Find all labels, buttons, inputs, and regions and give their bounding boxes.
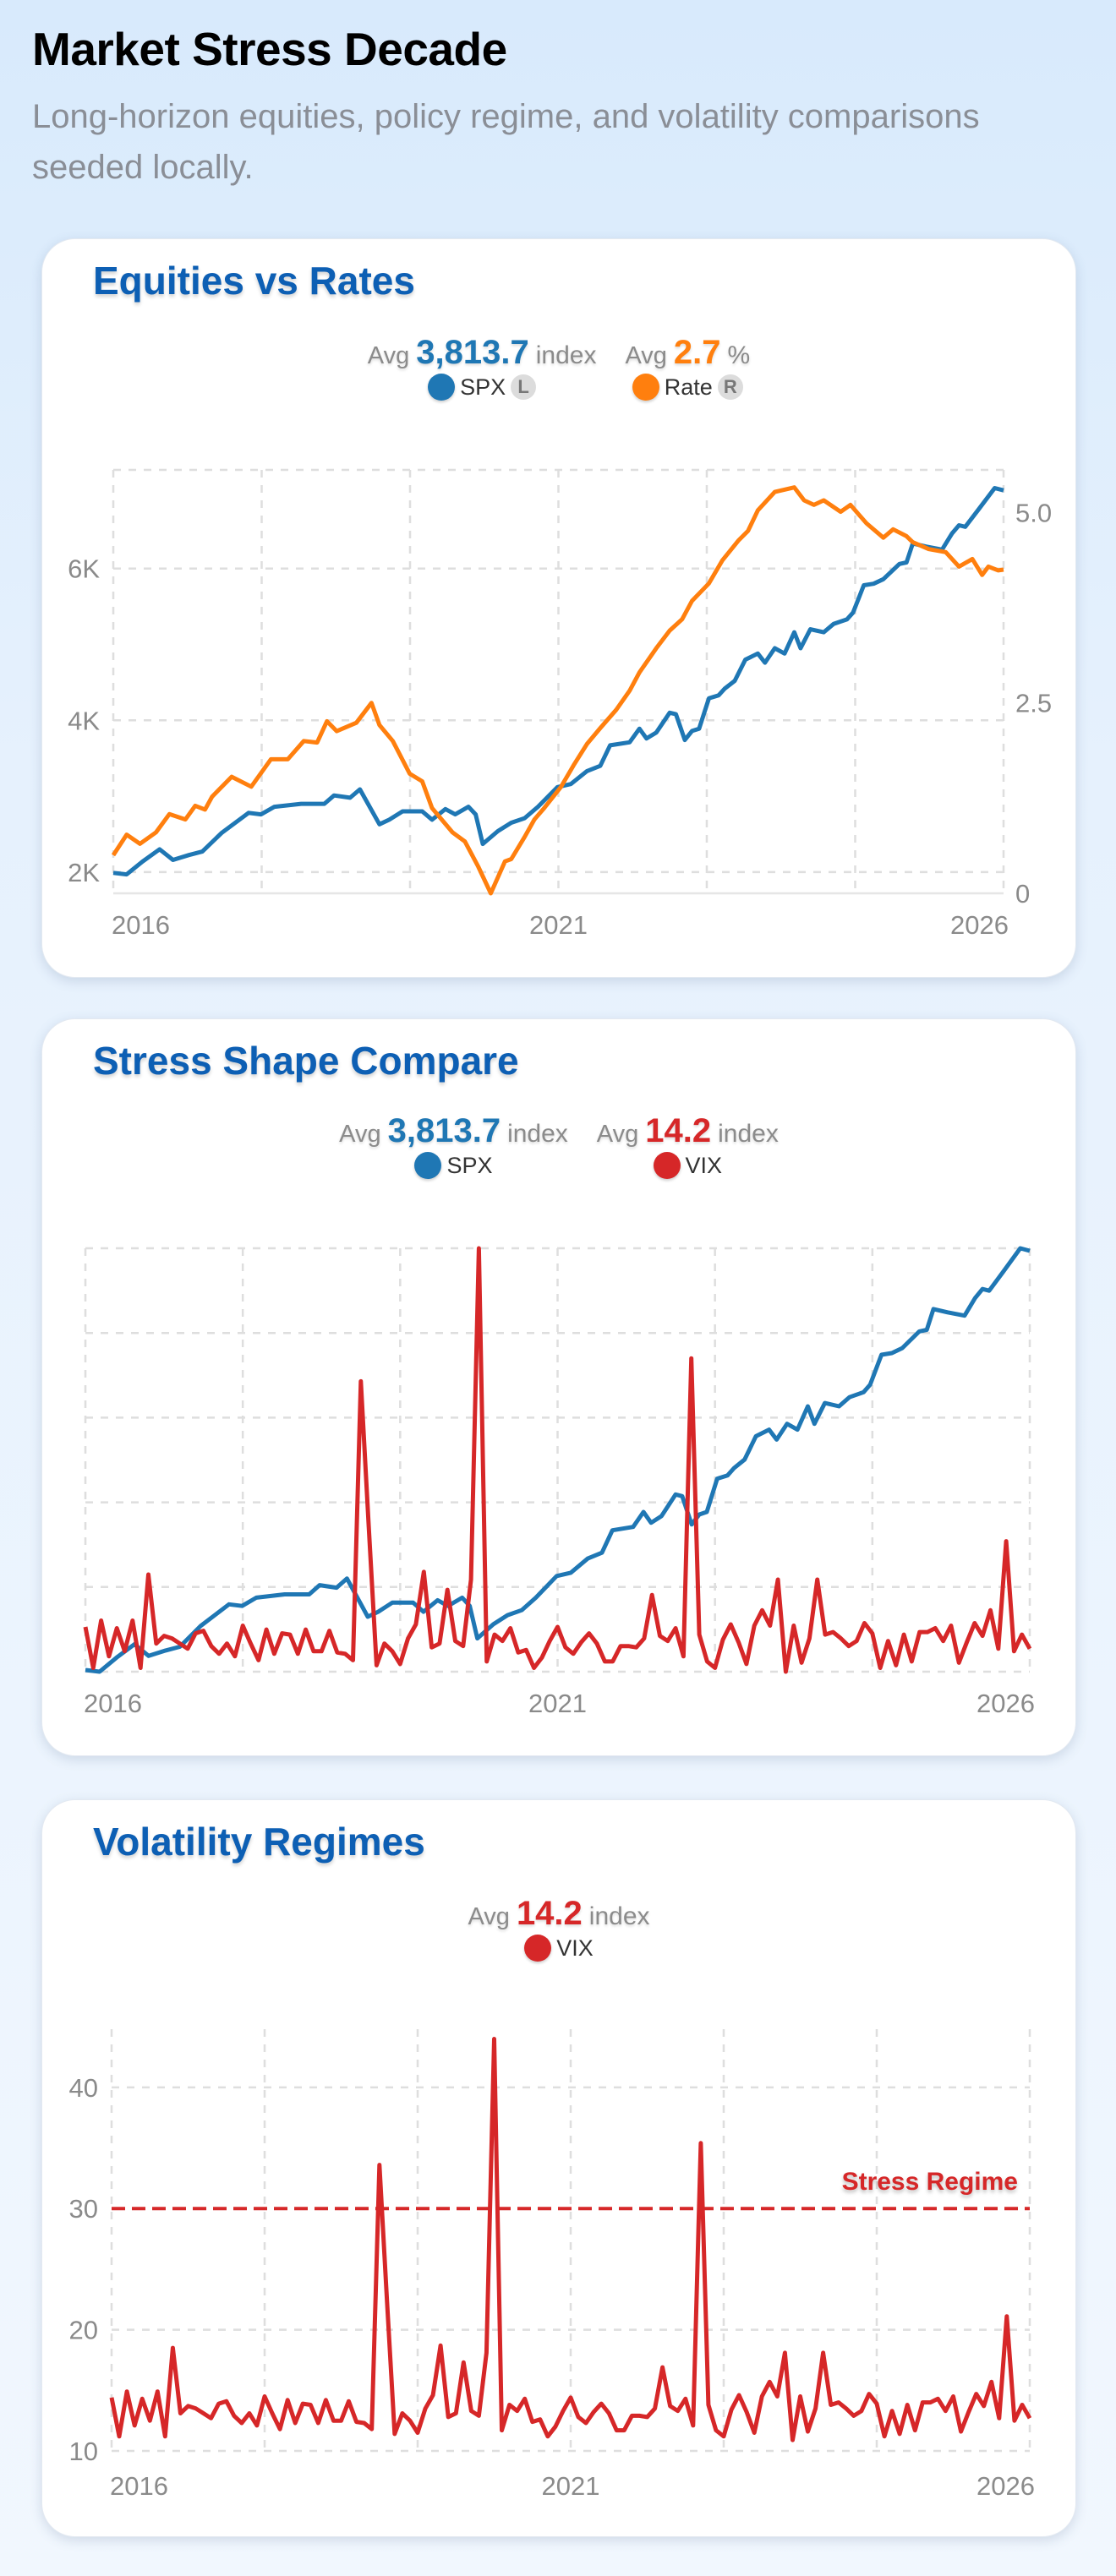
- avg-value: 3,813.7: [416, 334, 529, 371]
- legend-item-rate[interactable]: Avg 2.7 % Rate R: [625, 334, 750, 401]
- card-volatility-regimes: Volatility Regimes Avg 14.2 index VIX: [41, 1799, 1076, 2537]
- card-stress-shape-compare: Stress Shape Compare Avg 3,813.7 index S…: [41, 1018, 1076, 1756]
- series-name: SPX: [446, 1152, 493, 1178]
- avg-value: 14.2: [645, 1112, 712, 1149]
- series-dot-icon: [653, 1152, 681, 1179]
- legend: Avg 3,813.7 index SPX Avg 14.2 index VIX: [42, 1112, 1075, 1179]
- legend: Avg 3,813.7 index SPX L Avg 2.7 % Rate R: [42, 334, 1075, 401]
- series-dot-icon: [524, 1935, 552, 1962]
- series-name: VIX: [556, 1935, 594, 1961]
- avg-label: Avg: [468, 1903, 510, 1930]
- avg-unit: index: [588, 1902, 650, 1930]
- card-title: Equities vs Rates: [93, 259, 415, 303]
- card-title: Volatility Regimes: [93, 1820, 425, 1864]
- legend: Avg 14.2 index VIX: [42, 1895, 1075, 1962]
- avg-label: Avg: [596, 1121, 639, 1148]
- legend-item-spx[interactable]: Avg 3,813.7 index SPX L: [367, 334, 597, 401]
- series-name: Rate: [664, 374, 713, 400]
- card-equities-vs-rates: Equities vs Rates Avg 3,813.7 index SPX …: [41, 238, 1076, 978]
- legend-item-vix[interactable]: Avg 14.2 index VIX: [468, 1895, 650, 1962]
- avg-value: 2.7: [673, 334, 721, 371]
- axis-badge: R: [717, 374, 743, 400]
- page-subtitle: Long-horizon equities, policy regime, an…: [32, 98, 980, 186]
- avg-label: Avg: [339, 1121, 381, 1148]
- series-dot-icon: [428, 374, 456, 401]
- avg-label: Avg: [625, 342, 667, 369]
- avg-unit: index: [535, 341, 597, 369]
- series-name: SPX: [460, 374, 506, 400]
- avg-unit: index: [718, 1120, 779, 1148]
- card-title: Stress Shape Compare: [93, 1039, 519, 1083]
- axis-badge: L: [511, 374, 537, 400]
- series-dot-icon: [632, 374, 659, 401]
- series-dot-icon: [414, 1152, 442, 1179]
- legend-item-spx[interactable]: Avg 3,813.7 index SPX: [339, 1112, 568, 1179]
- avg-unit: %: [727, 341, 751, 369]
- avg-label: Avg: [367, 342, 410, 369]
- avg-value: 3,813.7: [387, 1112, 501, 1149]
- avg-unit: index: [507, 1120, 568, 1148]
- series-name: VIX: [685, 1152, 723, 1178]
- legend-item-vix[interactable]: Avg 14.2 index VIX: [597, 1112, 779, 1179]
- page-title: Market Stress Decade: [32, 23, 507, 75]
- avg-value: 14.2: [516, 1895, 583, 1932]
